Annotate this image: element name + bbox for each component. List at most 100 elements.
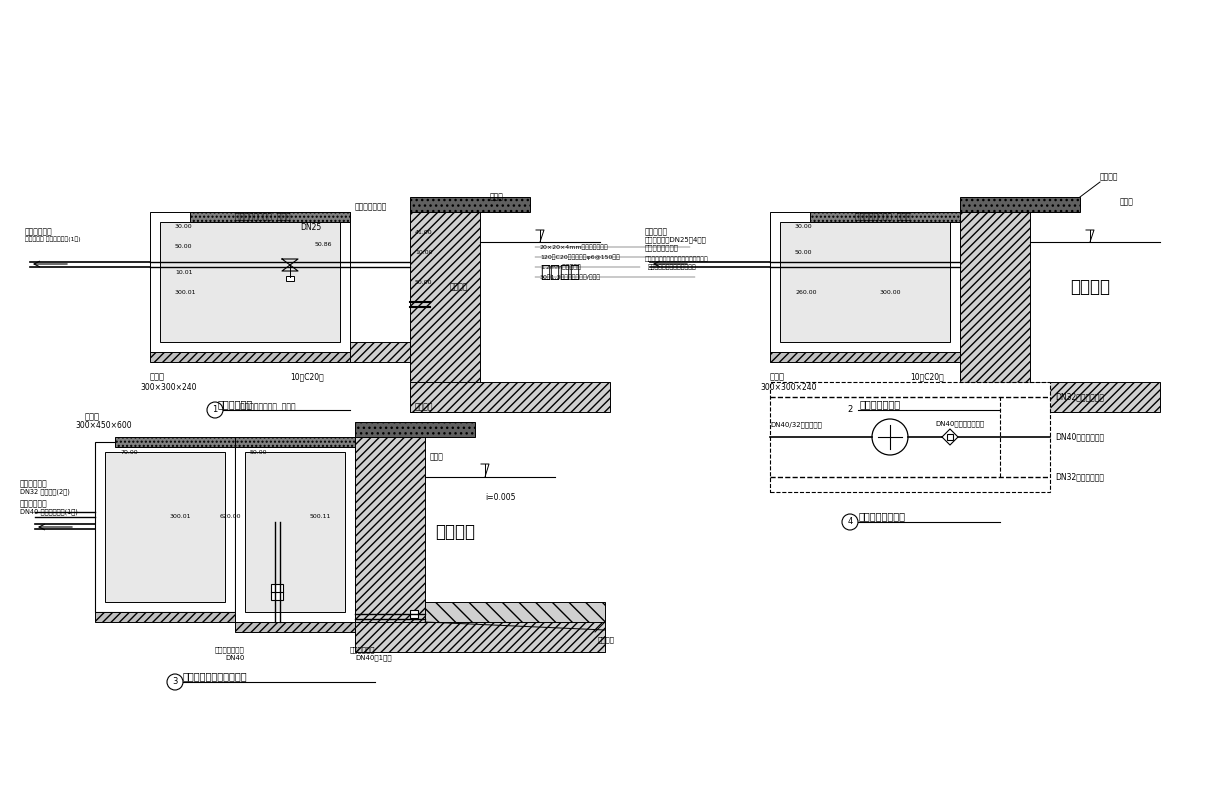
Text: DN40不锈钢截口闸阀: DN40不锈钢截口闸阀: [935, 421, 984, 428]
Bar: [410, 197, 530, 212]
Text: 说明：线管预埋不能有弯角，如有弯角: 说明：线管预埋不能有弯角，如有弯角: [644, 256, 709, 262]
Text: 1: 1: [213, 406, 218, 414]
Text: 30.00: 30.00: [795, 224, 812, 230]
Text: 止水量环: 止水量环: [415, 402, 433, 412]
Text: 热镀锌溢水管: 热镀锌溢水管: [19, 479, 47, 489]
Bar: [355, 422, 475, 437]
Bar: [959, 382, 1160, 412]
Bar: [779, 222, 950, 342]
Text: 芝麻灰花岗岩盖板  火烧面: 芝麻灰花岗岩盖板 火烧面: [235, 212, 291, 222]
Text: 10厚C20垫: 10厚C20垫: [289, 372, 323, 382]
Text: DN40（1根）: DN40（1根）: [355, 655, 392, 661]
Text: DN32热镀锌溢水管: DN32热镀锌溢水管: [1055, 393, 1104, 402]
Text: 50.00: 50.00: [175, 245, 192, 249]
Text: 30.00: 30.00: [175, 224, 192, 230]
Bar: [355, 437, 426, 622]
Text: i=0.005: i=0.005: [485, 493, 516, 501]
Text: 必须在弯角处修电缆穿线井。: 必须在弯角处修电缆穿线井。: [648, 265, 697, 270]
Text: 2: 2: [848, 406, 852, 414]
Bar: [959, 197, 1080, 212]
Text: 热镀锌给水管DN25（4根）: 热镀锌给水管DN25（4根）: [644, 237, 706, 243]
Bar: [190, 342, 410, 362]
Text: 300.00: 300.00: [880, 290, 901, 295]
Bar: [190, 212, 350, 222]
Text: 常水位: 常水位: [430, 452, 444, 462]
Bar: [947, 434, 953, 440]
Text: 300×300×240: 300×300×240: [760, 383, 816, 391]
Text: 50.00: 50.00: [250, 450, 268, 455]
Bar: [770, 352, 959, 362]
Bar: [271, 584, 283, 600]
Text: 4: 4: [848, 517, 852, 527]
Text: 排水、溢水系统图: 排水、溢水系统图: [858, 511, 906, 521]
Text: DN40: DN40: [225, 655, 244, 661]
Text: 300×300×240: 300×300×240: [140, 383, 197, 391]
Text: 常水位: 常水位: [1120, 197, 1133, 207]
Text: 景观水池: 景观水池: [435, 523, 475, 541]
Bar: [95, 612, 235, 622]
Bar: [244, 452, 345, 612]
Text: 10.01: 10.01: [175, 269, 192, 275]
Text: DN40 敷设多排水沟(1根): DN40 敷设多排水沟(1根): [19, 508, 78, 516]
Text: DN25: DN25: [300, 223, 321, 231]
Text: DN32 至排水侧(2根): DN32 至排水侧(2根): [19, 489, 69, 495]
Bar: [116, 437, 235, 447]
Text: 芝麻灰花岗岩盖板  大烧面: 芝麻灰花岗岩盖板 大烧面: [240, 402, 295, 412]
Bar: [410, 382, 610, 412]
Text: 电缆穿线管: 电缆穿线管: [644, 227, 668, 237]
Bar: [235, 442, 355, 622]
Text: 穿线井: 穿线井: [770, 372, 786, 382]
Bar: [770, 212, 959, 352]
Text: 景观水池: 景观水池: [540, 263, 580, 281]
Text: 260.00: 260.00: [795, 290, 816, 295]
Text: 500.11: 500.11: [310, 515, 332, 520]
Bar: [770, 382, 1049, 492]
Text: 景观水池: 景观水池: [1070, 278, 1110, 296]
Text: 阀嘴管管径 低远总卷深约(1根): 阀嘴管管径 低远总卷深约(1根): [26, 236, 80, 242]
Text: 30厚1.3水泥砂浆找平层/来水层: 30厚1.3水泥砂浆找平层/来水层: [540, 274, 601, 280]
Text: 300.01: 300.01: [175, 290, 197, 295]
Text: 3: 3: [173, 677, 178, 687]
Text: 常水位: 常水位: [490, 192, 503, 201]
Bar: [95, 442, 235, 612]
Text: 120厚C20细石混凝土φ6@150芝麻: 120厚C20细石混凝土φ6@150芝麻: [540, 254, 620, 260]
Bar: [355, 622, 606, 652]
Text: 热镀锌排水管: 热镀锌排水管: [19, 500, 47, 508]
Text: 不锈钢截口闸阀: 不锈钢截口闸阀: [215, 647, 244, 653]
Text: 接至室外总控制箱: 接至室外总控制箱: [644, 245, 679, 251]
Bar: [426, 602, 606, 622]
Text: 上水量环: 上水量环: [1100, 173, 1119, 181]
Text: 热镀锌排水管: 热镀锌排水管: [350, 647, 376, 653]
Text: 50.00: 50.00: [415, 280, 433, 284]
Text: 620.00: 620.00: [220, 515, 242, 520]
Text: 10厚C20垫: 10厚C20垫: [910, 372, 944, 382]
Bar: [235, 622, 355, 632]
Text: DN32热镀锌排水管: DN32热镀锌排水管: [1055, 473, 1104, 482]
Text: 70.00: 70.00: [120, 450, 137, 455]
Text: DN40/32水泵循环泵: DN40/32水泵循环泵: [770, 421, 822, 428]
Text: 排水井: 排水井: [85, 413, 100, 421]
Text: 排水井、溢水井系统剖图: 排水井、溢水井系统剖图: [182, 671, 247, 681]
Bar: [810, 342, 959, 362]
Text: 300.01: 300.01: [170, 515, 191, 520]
Text: 芝麻灰花岗岩盖板  火烧面: 芝麻灰花岗岩盖板 火烧面: [855, 212, 911, 222]
Text: DN40热镀锌排水管: DN40热镀锌排水管: [1055, 432, 1104, 441]
Text: 热镀锌给水管: 热镀锌给水管: [26, 227, 52, 237]
Text: 给水井: 给水井: [150, 372, 165, 382]
Text: 上水量环: 上水量环: [598, 637, 615, 643]
Bar: [150, 352, 350, 362]
Bar: [161, 222, 340, 342]
Bar: [105, 452, 225, 602]
Bar: [410, 212, 480, 412]
Bar: [810, 212, 959, 222]
Text: 20×20×4mm花岗岩压马牙条: 20×20×4mm花岗岩压马牙条: [540, 244, 609, 249]
Text: 穿线井系统剖图: 穿线井系统剖图: [860, 399, 901, 409]
Bar: [235, 437, 355, 447]
Bar: [410, 610, 418, 618]
Text: 1.2mm两布柳防水: 1.2mm两布柳防水: [540, 265, 581, 270]
Text: 50.00: 50.00: [795, 249, 812, 254]
Bar: [959, 212, 1030, 412]
Text: 10.00: 10.00: [415, 249, 433, 254]
Text: 不锈钢截口闸阀: 不锈钢截口闸阀: [355, 203, 388, 211]
Text: 给水系统剖图: 给水系统剖图: [218, 399, 253, 409]
